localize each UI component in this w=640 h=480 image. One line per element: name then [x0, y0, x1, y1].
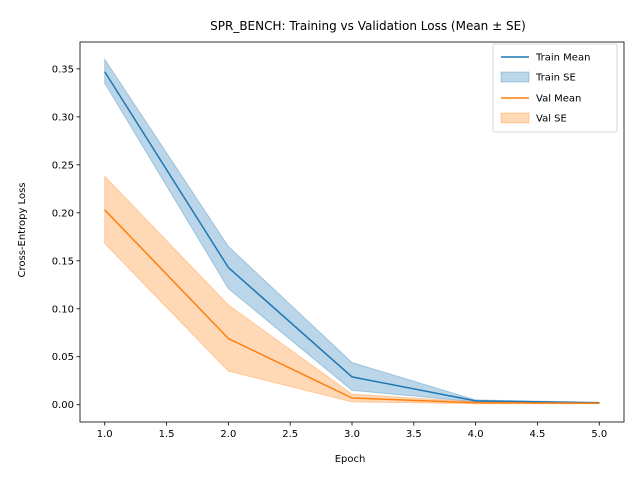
val-mean-line: [104, 209, 600, 405]
train-se-legend-label: Train SE: [535, 73, 576, 84]
x-tick-label: 2.0: [220, 429, 236, 440]
x-tick-label: 5.0: [591, 429, 607, 440]
y-tick-label: 0.15: [52, 256, 74, 267]
x-tick-label: 1.0: [97, 429, 113, 440]
val-mean-legend-label: Val Mean: [536, 94, 581, 105]
x-tick-label: 2.5: [282, 429, 298, 440]
train-mean-legend-label: Train Mean: [535, 53, 590, 64]
y-tick-label: 0.20: [52, 208, 74, 219]
y-axis-title: Cross-Entropy Loss: [17, 183, 28, 278]
x-tick-label: 1.5: [159, 429, 175, 440]
train-mean-line: [104, 71, 600, 404]
mean-lines: [104, 71, 600, 405]
x-tick-label: 3.0: [344, 429, 360, 440]
train-se-legend-swatch: [500, 71, 530, 83]
y-tick-label: 0.05: [52, 352, 74, 363]
x-axis-title: Epoch: [335, 454, 366, 465]
y-tick-label: 0.10: [52, 304, 74, 315]
y-axis-ticks: 0.00 0.05 0.10 0.15 0.20 0.25 0.30 0.35: [52, 64, 80, 411]
val-se-band: [104, 175, 600, 405]
legend: Train Mean Train SE Val Mean Val SE: [492, 43, 618, 133]
y-tick-label: 0.35: [52, 64, 74, 75]
val-se-legend-label: Val SE: [536, 114, 567, 125]
x-tick-label: 3.5: [406, 429, 422, 440]
y-tick-label: 0.00: [52, 400, 74, 411]
val-se-legend-swatch: [500, 112, 530, 124]
y-tick-label: 0.25: [52, 160, 74, 171]
x-axis-ticks: 1.0 1.5 2.0 2.5 3.0 3.5 4.0 4.5 5.0: [97, 422, 607, 440]
y-tick-label: 0.30: [52, 112, 74, 123]
legend-frame: [492, 43, 618, 133]
chart-title: SPR_BENCH: Training vs Validation Loss (…: [210, 19, 526, 33]
x-tick-label: 4.0: [468, 429, 484, 440]
x-tick-label: 4.5: [530, 429, 546, 440]
